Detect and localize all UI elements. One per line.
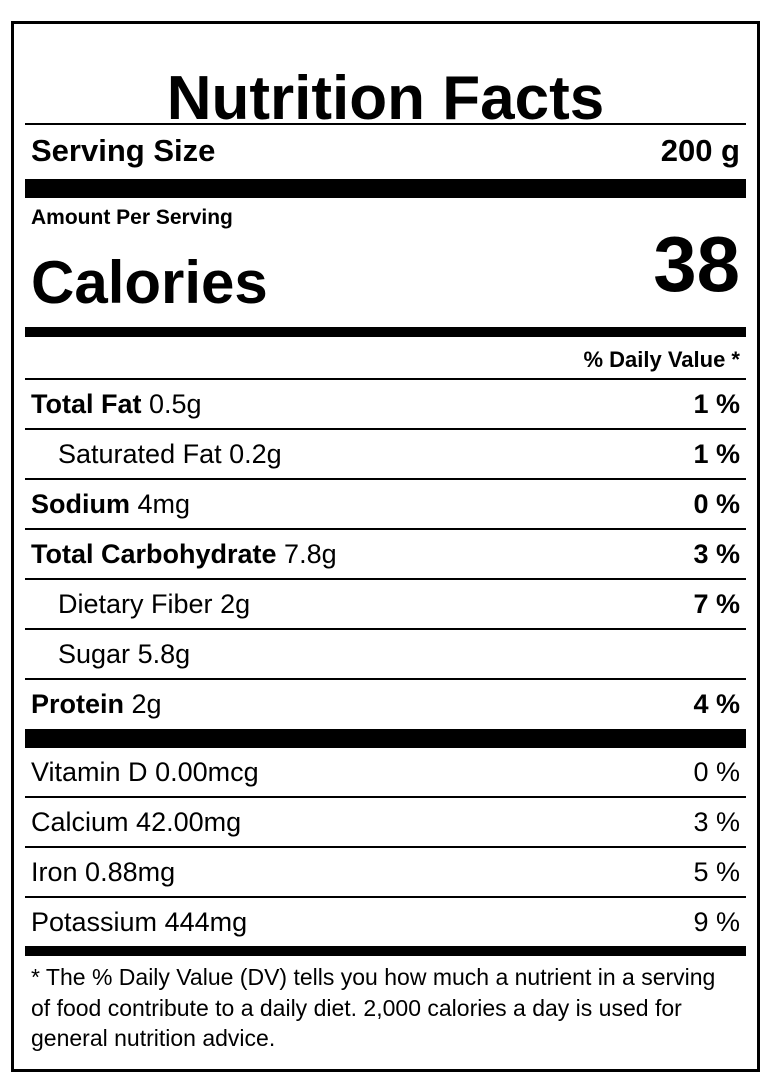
nutrient-row-sugar: Sugar 5.8g: [25, 630, 746, 678]
nutrient-label: Sodium 4mg: [31, 488, 191, 519]
thick-divider: [25, 179, 746, 198]
vitamin-dv: 5 %: [693, 856, 740, 887]
divider: [25, 628, 746, 630]
nutrient-row-protein: Protein 2g 4 %: [25, 680, 746, 728]
vitamin-label: Potassium 444mg: [31, 906, 248, 937]
footnote: * The % Daily Value (DV) tells you how m…: [31, 964, 716, 1051]
nutrient-label: Saturated Fat 0.2g: [58, 438, 282, 469]
nutrient-row-dietary-fiber: Dietary Fiber 2g 7 %: [25, 580, 746, 628]
vitamin-dv: 0 %: [693, 756, 740, 787]
nutrient-row-total-fat: Total Fat 0.5g 1 %: [25, 380, 746, 428]
nutrient-label: Total Fat 0.5g: [31, 388, 202, 419]
nutrient-row-sodium: Sodium 4mg 0 %: [25, 480, 746, 528]
serving-size-value: 200 g: [660, 133, 740, 168]
nutrient-dv: 3 %: [693, 538, 740, 569]
nutrient-row-saturated-fat: Saturated Fat 0.2g 1 %: [25, 430, 746, 478]
vitamin-row-calcium: Calcium 42.00mg 3 %: [25, 798, 746, 846]
divider: [25, 528, 746, 530]
calories-value: 38: [653, 220, 740, 308]
divider: [25, 846, 746, 848]
nutrient-dv: 4 %: [693, 688, 740, 719]
calories-label: Calories: [31, 249, 268, 316]
vitamin-dv: 3 %: [693, 806, 740, 837]
medium-divider: [25, 327, 746, 337]
nutrient-dv: 7 %: [693, 588, 740, 619]
nutrient-label: Total Carbohydrate 7.8g: [31, 538, 337, 569]
nutrient-label: Protein 2g: [31, 688, 162, 719]
nutrition-label: Nutrition Facts Serving Size 200 g Amoun…: [11, 21, 760, 1072]
nutrient-label: Sugar 5.8g: [58, 638, 191, 669]
nutrient-row-total-carbohydrate: Total Carbohydrate 7.8g 3 %: [25, 530, 746, 578]
divider: [25, 478, 746, 480]
divider: [25, 796, 746, 798]
divider: [25, 578, 746, 580]
vitamin-row-iron: Iron 0.88mg 5 %: [25, 848, 746, 896]
vitamin-label: Iron 0.88mg: [31, 856, 176, 887]
divider: [25, 896, 746, 898]
vitamin-row-vitamin-d: Vitamin D 0.00mcg 0 %: [25, 748, 746, 796]
vitamin-label: Calcium 42.00mg: [31, 806, 242, 837]
divider: [25, 678, 746, 680]
nutrient-dv: 0 %: [693, 488, 740, 519]
daily-value-header: % Daily Value *: [583, 347, 740, 372]
vitamin-dv: 9 %: [693, 906, 740, 937]
vitamin-row-potassium: Potassium 444mg 9 %: [25, 898, 746, 946]
thick-divider: [25, 729, 746, 748]
divider: [25, 378, 746, 380]
serving-size-label: Serving Size: [31, 133, 216, 168]
amount-per-serving: Amount Per Serving: [31, 206, 233, 229]
label-title: Nutrition Facts: [166, 64, 605, 133]
nutrient-dv: 1 %: [693, 388, 740, 419]
vitamin-label: Vitamin D 0.00mcg: [31, 756, 259, 787]
nutrient-dv: 1 %: [693, 438, 740, 469]
divider: [25, 428, 746, 430]
divider: [25, 123, 746, 125]
nutrient-label: Dietary Fiber 2g: [58, 588, 251, 619]
medium-divider: [25, 946, 746, 956]
serving-size-row: Serving Size 200 g: [25, 125, 746, 177]
